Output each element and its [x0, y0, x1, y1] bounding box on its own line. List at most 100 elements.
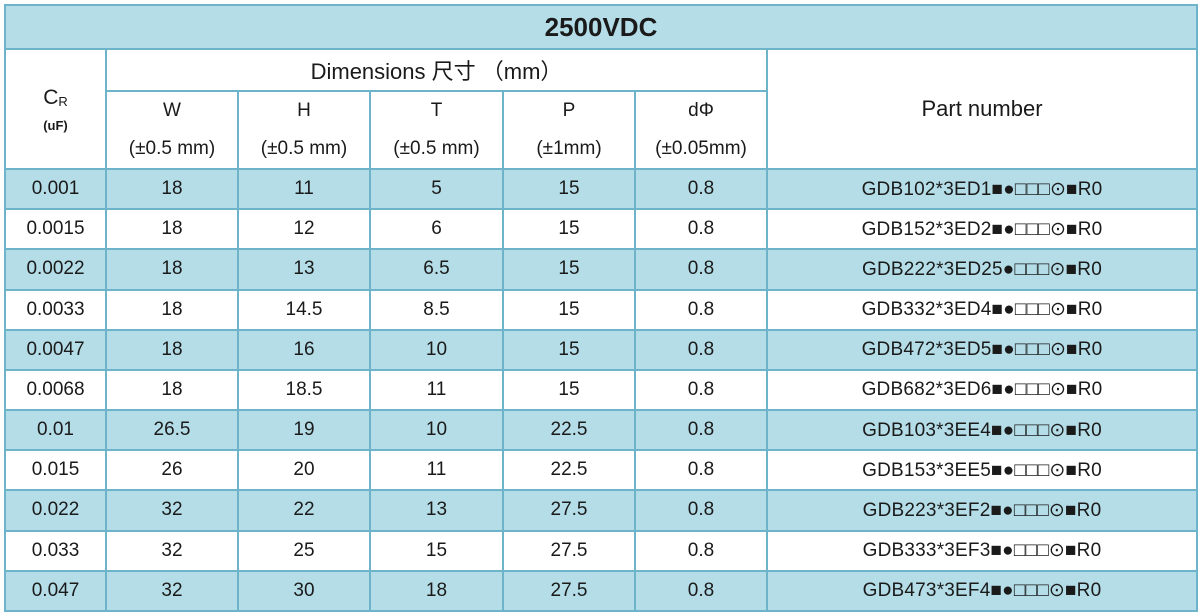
cell-t: 13 [369, 489, 504, 532]
cell-d: 0.8 [634, 529, 768, 572]
cell-d: 0.8 [634, 208, 768, 251]
cell-w: 18 [105, 248, 239, 291]
table-row: 0.01 26.5 19 10 22.5 0.8 GDB103*3EE4■●□□… [4, 409, 1198, 452]
cell-d: 0.8 [634, 248, 768, 291]
table-row: 0.001 18 11 5 15 0.8 GDB102*3ED1■●□□□⊙■R… [4, 167, 1198, 211]
cell-cr: 0.047 [4, 569, 107, 613]
table-row: 0.033 32 25 15 27.5 0.8 GDB333*3EF3■●□□□… [4, 529, 1198, 572]
column-header-w: W (±0.5 mm) [105, 90, 239, 170]
table-row: 0.015 26 20 11 22.5 0.8 GDB153*3EE5■●□□□… [4, 449, 1198, 492]
cell-cr: 0.033 [4, 529, 107, 572]
cell-t: 10 [369, 409, 504, 452]
cell-w: 18 [105, 368, 239, 412]
cell-cr: 0.0033 [4, 288, 107, 331]
cell-t: 10 [369, 328, 504, 371]
cell-p: 15 [502, 248, 636, 291]
cell-d: 0.8 [634, 328, 768, 371]
cell-part-number: GDB472*3ED5■●□□□⊙■R0 [766, 328, 1198, 371]
cell-part-number: GDB222*3ED25●□□□⊙■R0 [766, 248, 1198, 291]
dimensions-header: Dimensions 尺寸 （mm） [105, 48, 768, 92]
column-header-p: P (±1mm) [502, 90, 636, 170]
cell-part-number: GDB332*3ED4■●□□□⊙■R0 [766, 288, 1198, 331]
cell-h: 14.5 [237, 288, 371, 331]
cr-header: CR (uF) [4, 48, 107, 170]
cell-p: 15 [502, 208, 636, 251]
cr-symbol: CR [43, 85, 68, 109]
cell-h: 22 [237, 489, 371, 532]
cell-h: 12 [237, 208, 371, 251]
cell-w: 32 [105, 529, 239, 572]
cell-p: 27.5 [502, 529, 636, 572]
cell-w: 18 [105, 167, 239, 211]
cell-part-number: GDB223*3EF2■●□□□⊙■R0 [766, 489, 1198, 532]
cell-part-number: GDB473*3EF4■●□□□⊙■R0 [766, 569, 1198, 613]
cell-p: 27.5 [502, 569, 636, 613]
cell-w: 26.5 [105, 409, 239, 452]
cell-cr: 0.022 [4, 489, 107, 532]
cell-h: 20 [237, 449, 371, 492]
cell-t: 15 [369, 529, 504, 572]
part-number-header: Part number [766, 48, 1198, 170]
cell-part-number: GDB152*3ED2■●□□□⊙■R0 [766, 208, 1198, 251]
cell-d: 0.8 [634, 167, 768, 211]
cell-h: 25 [237, 529, 371, 572]
cell-part-number: GDB103*3EE4■●□□□⊙■R0 [766, 409, 1198, 452]
column-header-d: dΦ (±0.05mm) [634, 90, 768, 170]
cell-w: 18 [105, 208, 239, 251]
cell-cr: 0.01 [4, 409, 107, 452]
cell-t: 18 [369, 569, 504, 613]
cell-w: 26 [105, 449, 239, 492]
cell-h: 18.5 [237, 368, 371, 412]
cell-cr: 0.0068 [4, 368, 107, 412]
cell-h: 19 [237, 409, 371, 452]
cell-h: 30 [237, 569, 371, 613]
cell-cr: 0.0047 [4, 328, 107, 371]
cell-p: 15 [502, 288, 636, 331]
table-row: 0.0068 18 18.5 11 15 0.8 GDB682*3ED6■●□□… [4, 368, 1198, 412]
cell-t: 8.5 [369, 288, 504, 331]
cr-subscript: R [58, 93, 68, 109]
cell-d: 0.8 [634, 569, 768, 613]
cell-p: 15 [502, 368, 636, 412]
table-title: 2500VDC [4, 4, 1198, 50]
cell-t: 6.5 [369, 248, 504, 291]
table-row: 0.0015 18 12 6 15 0.8 GDB152*3ED2■●□□□⊙■… [4, 208, 1198, 251]
cell-h: 11 [237, 167, 371, 211]
column-header-h: H (±0.5 mm) [237, 90, 371, 170]
cell-d: 0.8 [634, 489, 768, 532]
cell-w: 32 [105, 489, 239, 532]
cell-cr: 0.015 [4, 449, 107, 492]
cr-unit: (uF) [43, 117, 68, 133]
cell-part-number: GDB153*3EE5■●□□□⊙■R0 [766, 449, 1198, 492]
cell-w: 18 [105, 328, 239, 371]
cell-h: 13 [237, 248, 371, 291]
cell-d: 0.8 [634, 449, 768, 492]
table-row: 0.0022 18 13 6.5 15 0.8 GDB222*3ED25●□□□… [4, 248, 1198, 291]
table-row: 0.022 32 22 13 27.5 0.8 GDB223*3EF2■●□□□… [4, 489, 1198, 532]
table-row: 0.0047 18 16 10 15 0.8 GDB472*3ED5■●□□□⊙… [4, 328, 1198, 371]
cell-t: 11 [369, 449, 504, 492]
cell-t: 5 [369, 167, 504, 211]
cell-p: 15 [502, 167, 636, 211]
cell-part-number: GDB102*3ED1■●□□□⊙■R0 [766, 167, 1198, 211]
cell-cr: 0.0015 [4, 208, 107, 251]
cell-p: 22.5 [502, 449, 636, 492]
cell-part-number: GDB333*3EF3■●□□□⊙■R0 [766, 529, 1198, 572]
table-row: 0.047 32 30 18 27.5 0.8 GDB473*3EF4■●□□□… [4, 569, 1198, 613]
cell-p: 27.5 [502, 489, 636, 532]
cell-w: 18 [105, 288, 239, 331]
cell-cr: 0.0022 [4, 248, 107, 291]
table-row: 0.0033 18 14.5 8.5 15 0.8 GDB332*3ED4■●□… [4, 288, 1198, 331]
cell-d: 0.8 [634, 288, 768, 331]
column-header-t: T (±0.5 mm) [369, 90, 504, 170]
cell-h: 16 [237, 328, 371, 371]
cell-part-number: GDB682*3ED6■●□□□⊙■R0 [766, 368, 1198, 412]
capacitor-spec-table: 2500VDC CR (uF) Dimensions 尺寸 （mm） Part … [4, 4, 1198, 613]
cell-d: 0.8 [634, 368, 768, 412]
cell-cr: 0.001 [4, 167, 107, 211]
cell-t: 6 [369, 208, 504, 251]
cell-t: 11 [369, 368, 504, 412]
cell-d: 0.8 [634, 409, 768, 452]
cell-p: 22.5 [502, 409, 636, 452]
cell-p: 15 [502, 328, 636, 371]
